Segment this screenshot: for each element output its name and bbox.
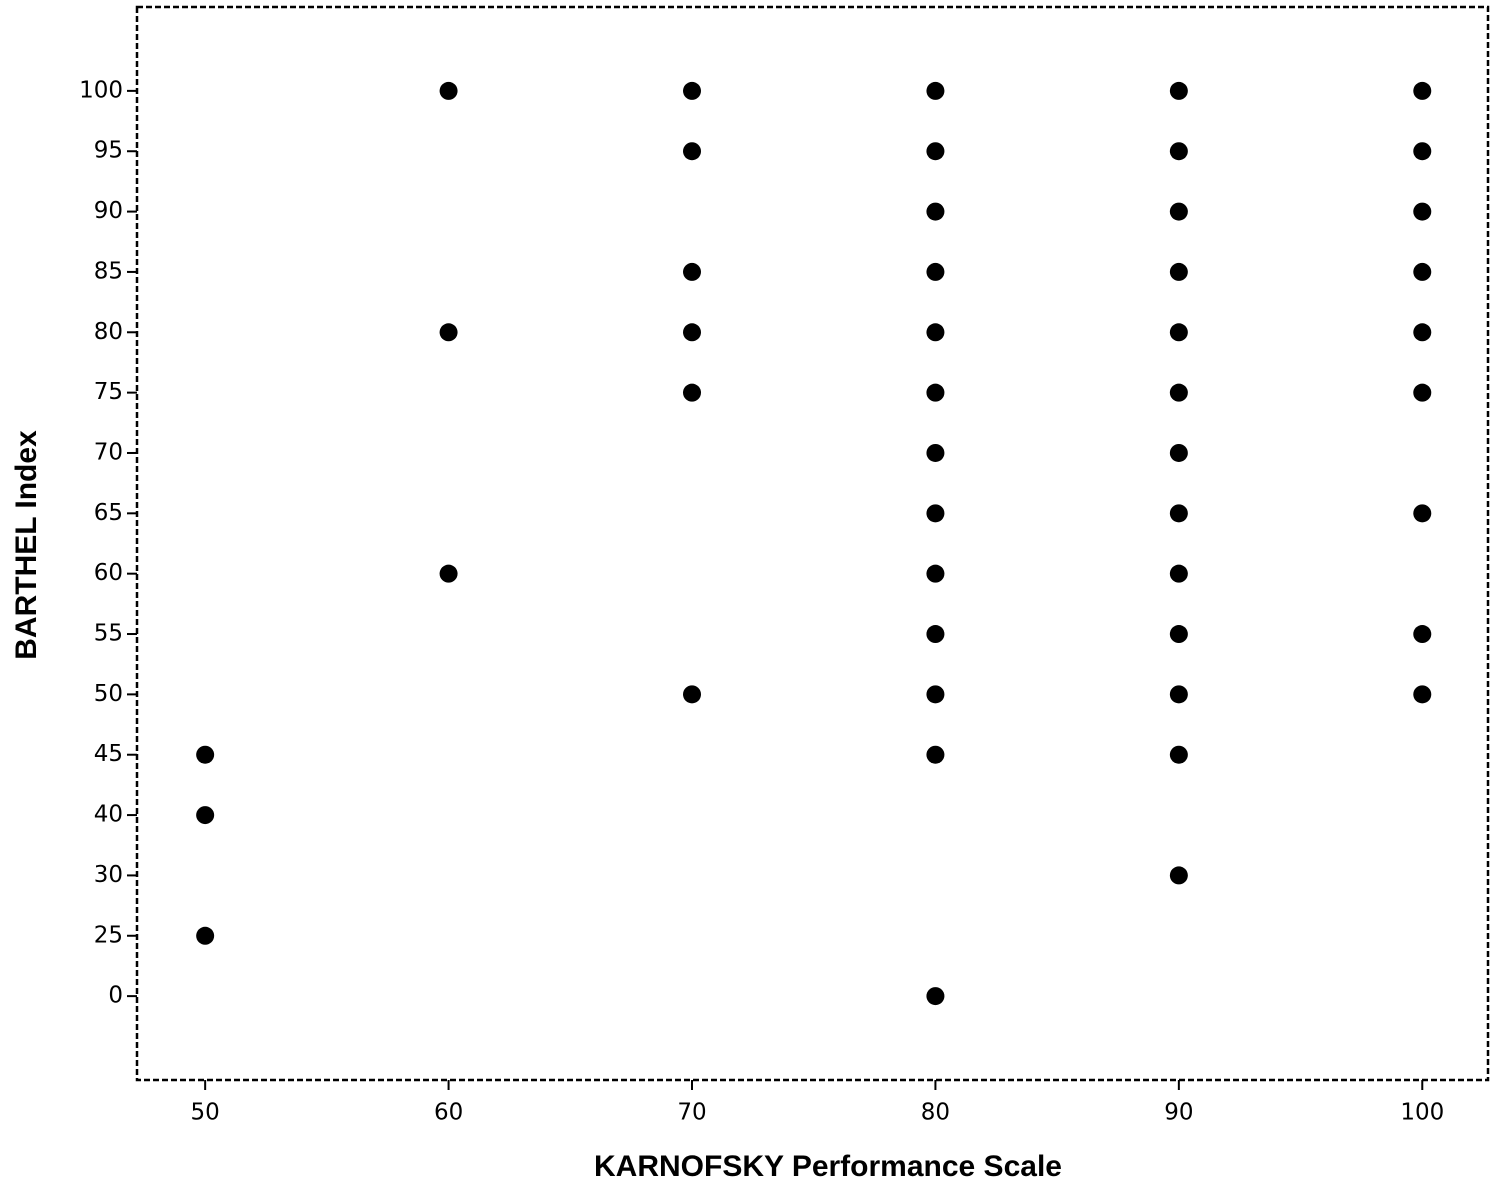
point: [1169, 262, 1188, 281]
y-tick-label: 85: [94, 258, 123, 284]
point: [1413, 262, 1432, 281]
point: [1413, 383, 1432, 402]
point: [926, 262, 945, 281]
point: [926, 504, 945, 523]
point: [926, 81, 945, 100]
point: [683, 323, 702, 342]
y-tick-label: 80: [94, 319, 123, 345]
point: [926, 987, 945, 1006]
point: [1169, 866, 1188, 885]
point: [1169, 323, 1188, 342]
point: [196, 745, 215, 764]
point: [1169, 383, 1188, 402]
y-tick-label: 45: [94, 741, 123, 767]
point: [683, 262, 702, 281]
point: [683, 81, 702, 100]
x-tick-label: 90: [1164, 1100, 1193, 1126]
point: [683, 685, 702, 704]
point: [1169, 564, 1188, 583]
point: [1169, 685, 1188, 704]
y-tick-label: 50: [94, 681, 123, 707]
y-tick-label: 40: [94, 802, 123, 828]
y-tick-label: 70: [94, 439, 123, 465]
x-tick-label: 60: [434, 1100, 463, 1126]
point: [1169, 202, 1188, 221]
point: [683, 142, 702, 161]
point: [926, 443, 945, 462]
point: [926, 564, 945, 583]
y-tick-label: 90: [94, 198, 123, 224]
y-tick-label: 75: [94, 379, 123, 405]
point: [196, 806, 215, 825]
point: [1169, 504, 1188, 523]
point: [1413, 142, 1432, 161]
point: [1413, 323, 1432, 342]
x-tick-label: 80: [921, 1100, 950, 1126]
point: [1169, 745, 1188, 764]
point: [926, 685, 945, 704]
point: [1413, 625, 1432, 644]
point: [196, 926, 215, 945]
y-tick-label: 30: [94, 862, 123, 888]
y-tick-label: 55: [94, 621, 123, 647]
point: [1169, 443, 1188, 462]
y-tick-label: 25: [94, 922, 123, 948]
x-tick-label: 100: [1400, 1100, 1444, 1126]
point: [1169, 625, 1188, 644]
point: [926, 625, 945, 644]
point: [1413, 504, 1432, 523]
plot-frame: [135, 5, 1490, 1082]
y-tick-label: 0: [108, 983, 123, 1009]
point: [1413, 202, 1432, 221]
point: [1413, 81, 1432, 100]
point: [439, 81, 458, 100]
point: [926, 323, 945, 342]
point: [1413, 685, 1432, 704]
point: [439, 564, 458, 583]
y-tick-label: 100: [79, 77, 123, 103]
point: [926, 745, 945, 764]
x-tick-label: 70: [677, 1100, 706, 1126]
point: [1169, 81, 1188, 100]
point: [439, 323, 458, 342]
point: [926, 383, 945, 402]
point: [1169, 142, 1188, 161]
x-axis-title: KARNOFSKY Performance Scale: [594, 1150, 1062, 1183]
point: [926, 142, 945, 161]
x-tick-label: 50: [191, 1100, 220, 1126]
y-axis-title: BARTHEL Index: [10, 430, 43, 660]
y-tick-label: 60: [94, 560, 123, 586]
y-tick-label: 65: [94, 500, 123, 526]
y-tick-label: 95: [94, 138, 123, 164]
point: [926, 202, 945, 221]
point: [683, 383, 702, 402]
